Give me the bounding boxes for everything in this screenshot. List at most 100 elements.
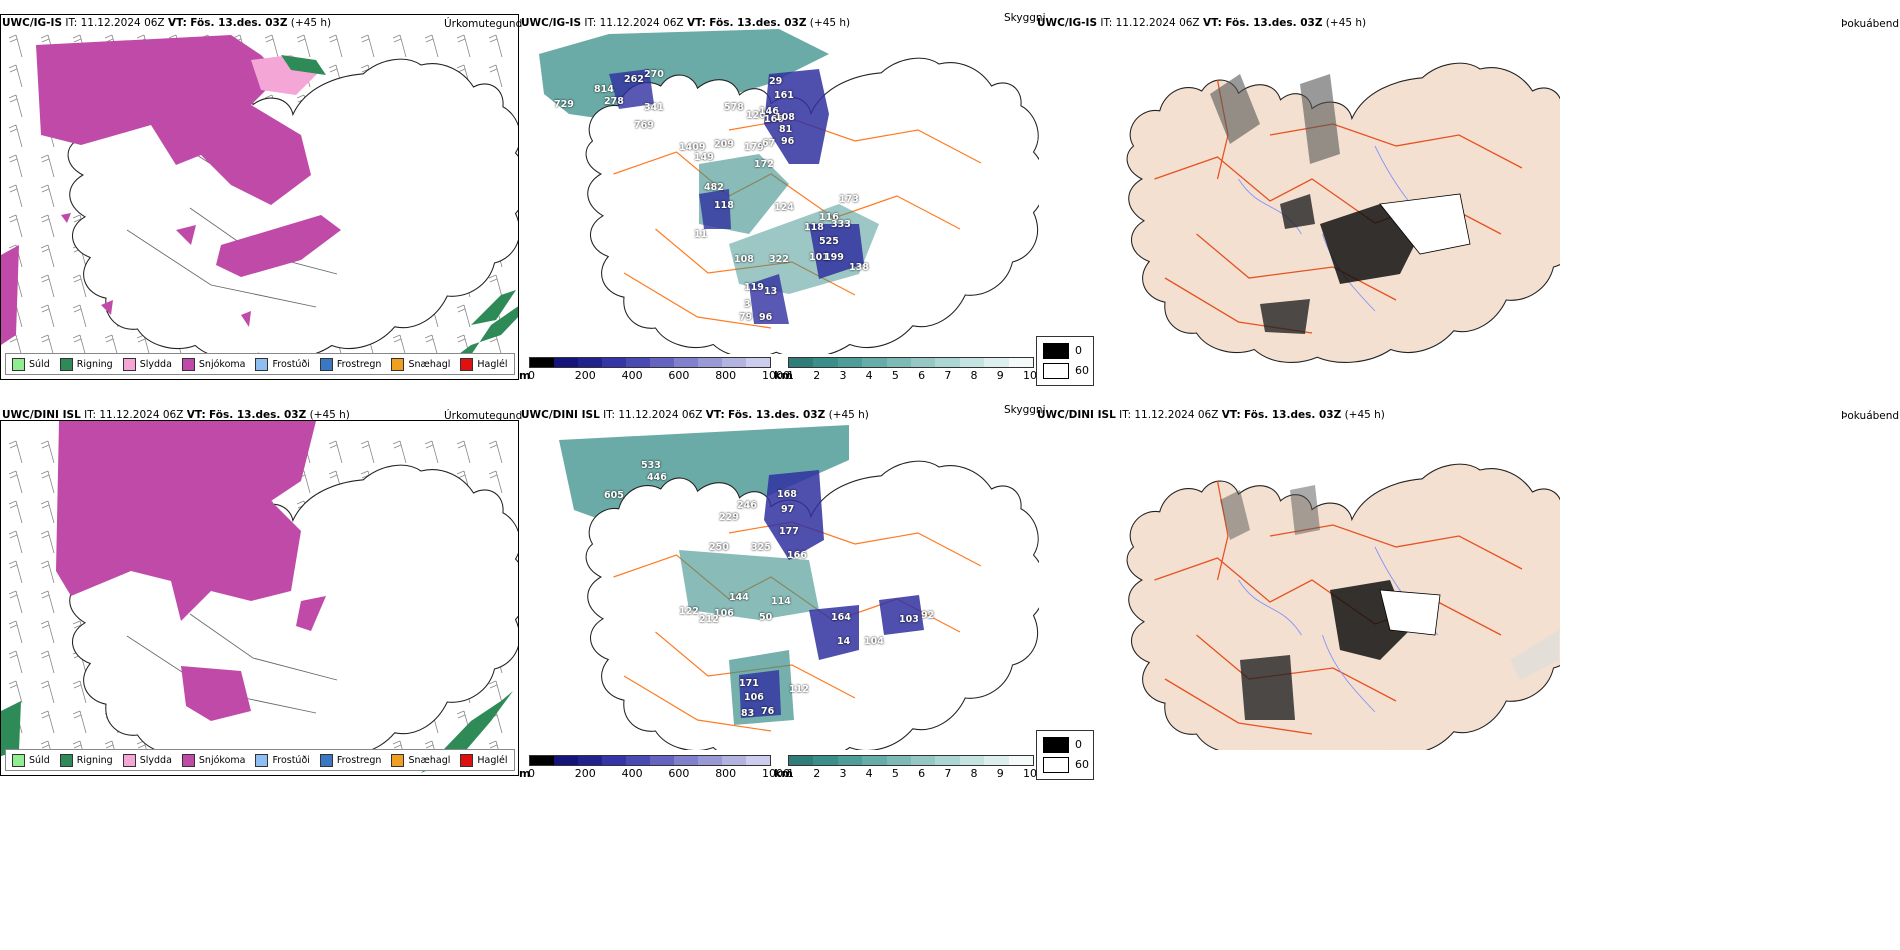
legend-item: Rigning	[59, 357, 113, 371]
scale-tick: 3	[839, 767, 847, 780]
value-label: 333	[831, 219, 851, 230]
value-label: 106	[714, 608, 734, 619]
value-label: 168	[777, 489, 797, 500]
value-label: 118	[714, 200, 734, 211]
scale-tick: 600	[668, 369, 690, 382]
legend-swatch	[391, 357, 405, 371]
value-label: 116	[819, 212, 839, 223]
fog-map-2	[1126, 463, 1560, 750]
legend-item: Snjókoma	[181, 753, 246, 767]
title-precip-2: UWC/DINI ISL IT: 11.12.2024 06Z VT: Fös.…	[2, 409, 350, 421]
scale-tick: 9	[996, 369, 1004, 382]
value-label: 29	[769, 76, 783, 87]
legend-label: Snjókoma	[198, 754, 246, 766]
scale-tick: 1000	[762, 767, 790, 780]
value-label: 322	[769, 254, 789, 265]
value-label: 122	[679, 606, 699, 617]
value-label: 3	[744, 299, 751, 310]
title-fog-1: UWC/IG-IS IT: 11.12.2024 06Z VT: Fös. 13…	[1037, 17, 1367, 29]
value-label: 482	[704, 182, 724, 193]
scale-tick: 5	[891, 767, 899, 780]
legend-item: Haglél	[460, 753, 508, 767]
scale-tick: 8	[970, 767, 978, 780]
value-label: 262	[624, 74, 644, 85]
legend-swatch	[122, 753, 136, 767]
scale-tick: 5	[891, 369, 899, 382]
legend-item: Slydda	[122, 357, 172, 371]
scale-tick: 2	[813, 369, 821, 382]
value-label: 50	[759, 612, 773, 623]
scale-tick: 0	[528, 767, 535, 780]
legend-label: Frostregn	[336, 754, 382, 766]
legend-item: Snæhagl	[391, 357, 451, 371]
legend-label: Rigning	[76, 358, 113, 370]
legend-swatch	[59, 357, 73, 371]
value-label: 144	[729, 592, 749, 603]
scale-tick: 400	[621, 767, 643, 780]
value-label: 97	[781, 504, 795, 515]
legend-swatch	[319, 357, 333, 371]
legend-swatch	[391, 753, 405, 767]
value-label: 81	[779, 124, 793, 135]
value-label: 104	[864, 636, 884, 647]
value-label: 179	[744, 142, 764, 153]
scale-tick: 9	[996, 767, 1004, 780]
fog-map-1	[1126, 62, 1560, 363]
legend-swatch	[460, 357, 474, 371]
value-label: 114	[771, 596, 791, 607]
value-label: 250	[709, 542, 729, 553]
cloud-map-2	[559, 425, 1039, 750]
precip-legend-2: Súld Rigning Slydda Snjókoma Frostúði Frostre…	[5, 749, 515, 771]
cloud-map-1	[539, 29, 1039, 354]
legend-item: Snjókoma	[181, 357, 245, 371]
value-label: 11	[694, 229, 708, 240]
value-label: 769	[634, 120, 654, 131]
legend-item: Slydda	[122, 753, 172, 767]
scale-tick: 2	[813, 767, 821, 780]
title-fog-2: UWC/DINI ISL IT: 11.12.2024 06Z VT: Fös.…	[1037, 409, 1385, 421]
value-label: 209	[714, 139, 734, 150]
legend-label: Snæhagl	[408, 358, 451, 370]
precip-type-panel-2: Súld Rigning Slydda Snjókoma Frostúði Frostre…	[0, 420, 519, 776]
title-right-fog-2: Þokuábendi	[1841, 410, 1900, 422]
scale-tick: 0	[528, 369, 535, 382]
legend-swatch	[460, 753, 474, 767]
value-label: 605	[604, 490, 624, 501]
snow-area-south	[216, 215, 341, 277]
value-label: 212	[699, 614, 719, 625]
scale-tick: 800	[715, 369, 737, 382]
legend-label: Frostúði	[272, 754, 310, 766]
title-right-fog-1: Þokuábendi	[1841, 18, 1900, 30]
legend-swatch	[319, 753, 333, 767]
value-label: 578	[724, 102, 744, 113]
value-label: 166	[787, 550, 807, 561]
fog-scale-2: 0 60	[1036, 730, 1094, 780]
scale-tick: 7	[944, 369, 952, 382]
scale-tick: 4	[865, 369, 873, 382]
cloudbase-scale-1: m 0 200 400 600 800 1000	[519, 357, 790, 382]
legend-item: Haglél	[460, 357, 508, 371]
cloudbase-unit: m	[519, 767, 531, 780]
value-label: 108	[734, 254, 754, 265]
value-label: 1409	[679, 142, 706, 153]
value-label: 341	[644, 102, 664, 113]
scale-tick: 7	[944, 767, 952, 780]
value-label: 325	[751, 542, 771, 553]
fog-panel-2	[1040, 420, 1560, 750]
legend-swatch	[255, 753, 269, 767]
snow-area	[36, 35, 311, 205]
value-label: 96	[759, 312, 773, 323]
value-label: 166	[764, 114, 784, 125]
legend-label: Frostregn	[336, 358, 382, 370]
legend-item: Súld	[12, 357, 50, 371]
value-label: 270	[644, 69, 664, 80]
legend-swatch	[12, 753, 25, 767]
value-label: 120	[746, 110, 766, 121]
value-label: 92	[921, 610, 935, 621]
legend-item: Frostregn	[319, 753, 382, 767]
cloudbase-scale-2: m 0 200 400 600 800 1000	[519, 755, 790, 780]
title-right-precip-1: Úrkomutegund	[444, 18, 523, 30]
scale-tick: 6	[918, 369, 926, 382]
precip-map-2	[1, 421, 518, 773]
scale-tick: 8	[970, 369, 978, 382]
